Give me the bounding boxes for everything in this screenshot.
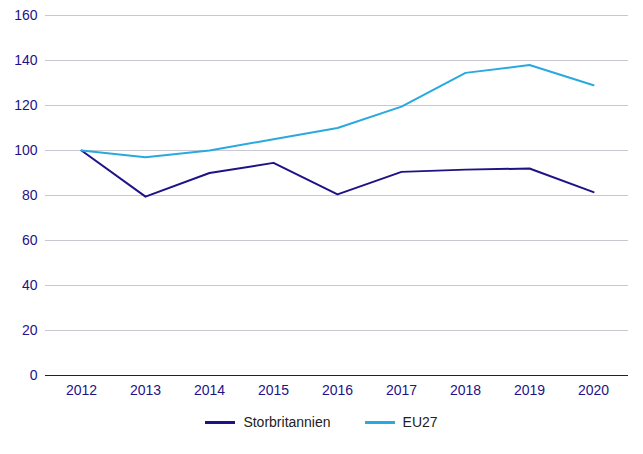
svg-text:2016: 2016 bbox=[322, 382, 353, 398]
svg-text:2013: 2013 bbox=[130, 382, 161, 398]
svg-text:120: 120 bbox=[14, 97, 38, 113]
svg-text:2014: 2014 bbox=[194, 382, 225, 398]
svg-text:2012: 2012 bbox=[66, 382, 97, 398]
svg-text:2019: 2019 bbox=[514, 382, 545, 398]
html-text:EU27: EU27 bbox=[402, 414, 438, 430]
svg-text:0: 0 bbox=[30, 367, 38, 383]
svg-text:2020: 2020 bbox=[578, 382, 609, 398]
svg-text:20: 20 bbox=[22, 322, 38, 338]
svg-text:60: 60 bbox=[22, 232, 38, 248]
svg-text:140: 140 bbox=[14, 52, 38, 68]
svg-text:160: 160 bbox=[14, 7, 38, 23]
svg-text:2018: 2018 bbox=[450, 382, 481, 398]
svg-text:2017: 2017 bbox=[386, 382, 417, 398]
html-text:Storbritannien: Storbritannien bbox=[243, 414, 331, 430]
svg-text:80: 80 bbox=[22, 187, 38, 203]
svg-text:40: 40 bbox=[22, 277, 38, 293]
svg-text:100: 100 bbox=[14, 142, 38, 158]
svg-text:2015: 2015 bbox=[258, 382, 289, 398]
